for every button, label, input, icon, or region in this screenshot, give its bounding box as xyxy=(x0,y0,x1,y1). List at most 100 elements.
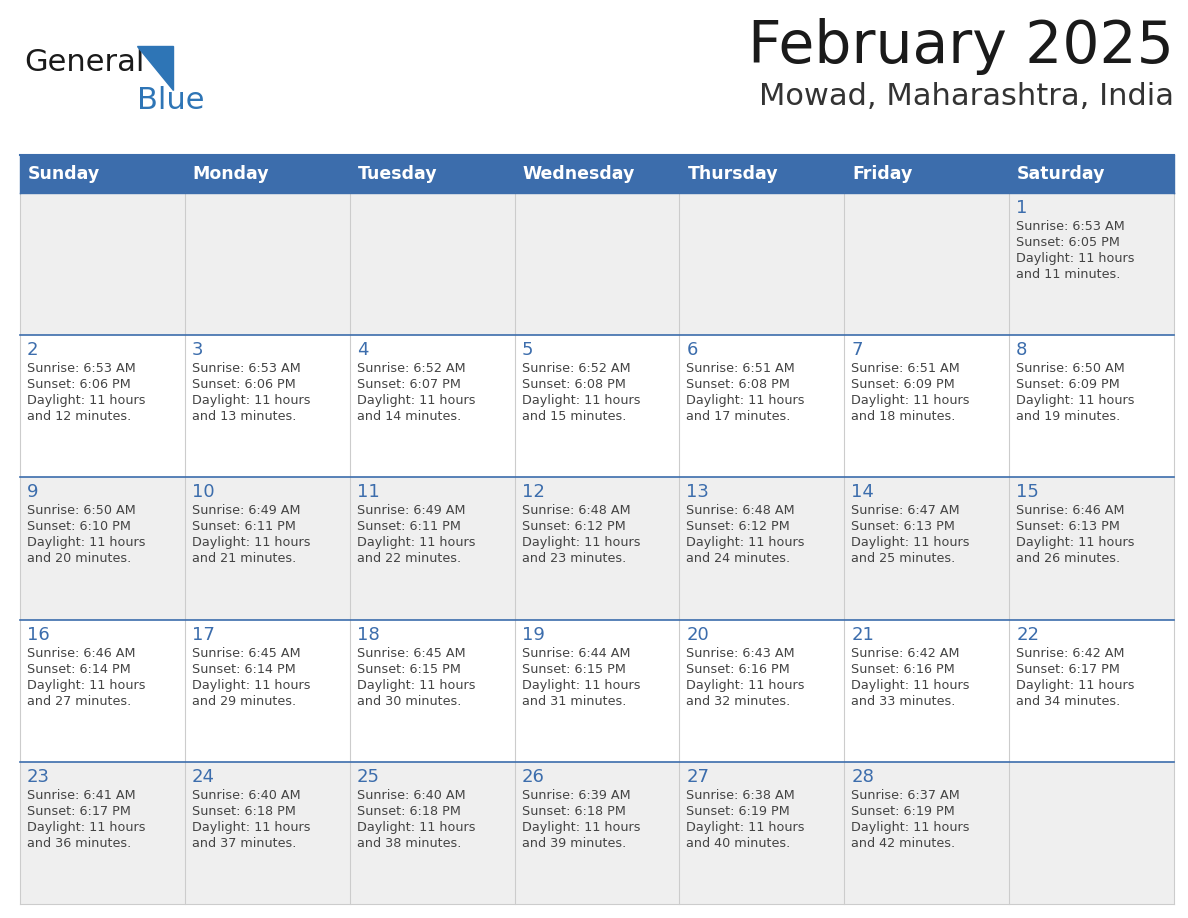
Text: and 18 minutes.: and 18 minutes. xyxy=(852,410,955,423)
Text: Sunrise: 6:51 AM: Sunrise: 6:51 AM xyxy=(687,363,795,375)
Text: Sunrise: 6:39 AM: Sunrise: 6:39 AM xyxy=(522,789,630,801)
Text: Sunrise: 6:40 AM: Sunrise: 6:40 AM xyxy=(356,789,466,801)
Text: Sunrise: 6:45 AM: Sunrise: 6:45 AM xyxy=(191,646,301,660)
Text: Daylight: 11 hours: Daylight: 11 hours xyxy=(356,394,475,408)
Text: Daylight: 11 hours: Daylight: 11 hours xyxy=(522,536,640,549)
FancyBboxPatch shape xyxy=(20,477,1174,620)
Text: 8: 8 xyxy=(1016,341,1028,359)
Text: Sunset: 6:06 PM: Sunset: 6:06 PM xyxy=(191,378,296,391)
Text: Sunset: 6:18 PM: Sunset: 6:18 PM xyxy=(356,805,461,818)
Text: Sunrise: 6:37 AM: Sunrise: 6:37 AM xyxy=(852,789,960,801)
Text: Sunset: 6:09 PM: Sunset: 6:09 PM xyxy=(1016,378,1120,391)
Text: Daylight: 11 hours: Daylight: 11 hours xyxy=(852,821,969,834)
Text: Sunrise: 6:41 AM: Sunrise: 6:41 AM xyxy=(27,789,135,801)
Text: Friday: Friday xyxy=(852,165,912,183)
FancyBboxPatch shape xyxy=(20,193,1174,335)
Text: Daylight: 11 hours: Daylight: 11 hours xyxy=(191,678,310,691)
Text: Daylight: 11 hours: Daylight: 11 hours xyxy=(191,394,310,408)
Text: Sunrise: 6:50 AM: Sunrise: 6:50 AM xyxy=(27,504,135,518)
Text: and 30 minutes.: and 30 minutes. xyxy=(356,695,461,708)
Text: Daylight: 11 hours: Daylight: 11 hours xyxy=(1016,394,1135,408)
Text: Daylight: 11 hours: Daylight: 11 hours xyxy=(356,678,475,691)
Text: Sunset: 6:17 PM: Sunset: 6:17 PM xyxy=(1016,663,1120,676)
Text: Daylight: 11 hours: Daylight: 11 hours xyxy=(356,821,475,834)
Text: 15: 15 xyxy=(1016,484,1040,501)
FancyBboxPatch shape xyxy=(514,155,680,193)
Text: and 25 minutes.: and 25 minutes. xyxy=(852,553,955,565)
Text: Sunrise: 6:46 AM: Sunrise: 6:46 AM xyxy=(27,646,135,660)
Text: 16: 16 xyxy=(27,625,50,644)
Text: Sunrise: 6:52 AM: Sunrise: 6:52 AM xyxy=(356,363,466,375)
Text: February 2025: February 2025 xyxy=(748,18,1174,75)
Text: 1: 1 xyxy=(1016,199,1028,217)
Text: Daylight: 11 hours: Daylight: 11 hours xyxy=(1016,252,1135,265)
Text: 11: 11 xyxy=(356,484,379,501)
Text: Sunday: Sunday xyxy=(29,165,100,183)
Text: and 26 minutes.: and 26 minutes. xyxy=(1016,553,1120,565)
Text: Sunrise: 6:51 AM: Sunrise: 6:51 AM xyxy=(852,363,960,375)
Text: Sunset: 6:18 PM: Sunset: 6:18 PM xyxy=(522,805,625,818)
Text: Daylight: 11 hours: Daylight: 11 hours xyxy=(522,821,640,834)
Text: Sunrise: 6:53 AM: Sunrise: 6:53 AM xyxy=(191,363,301,375)
Text: 26: 26 xyxy=(522,767,544,786)
Text: Sunrise: 6:49 AM: Sunrise: 6:49 AM xyxy=(191,504,301,518)
Text: Sunset: 6:10 PM: Sunset: 6:10 PM xyxy=(27,521,131,533)
FancyBboxPatch shape xyxy=(20,620,1174,762)
Text: and 33 minutes.: and 33 minutes. xyxy=(852,695,955,708)
Text: Blue: Blue xyxy=(137,86,204,115)
Text: Daylight: 11 hours: Daylight: 11 hours xyxy=(1016,678,1135,691)
Text: Daylight: 11 hours: Daylight: 11 hours xyxy=(522,394,640,408)
Text: and 37 minutes.: and 37 minutes. xyxy=(191,837,296,850)
Text: Sunset: 6:06 PM: Sunset: 6:06 PM xyxy=(27,378,131,391)
Text: Daylight: 11 hours: Daylight: 11 hours xyxy=(687,678,805,691)
FancyBboxPatch shape xyxy=(20,155,185,193)
Text: and 11 minutes.: and 11 minutes. xyxy=(1016,268,1120,281)
Text: Sunrise: 6:38 AM: Sunrise: 6:38 AM xyxy=(687,789,795,801)
Text: Sunset: 6:14 PM: Sunset: 6:14 PM xyxy=(27,663,131,676)
Text: Sunset: 6:13 PM: Sunset: 6:13 PM xyxy=(852,521,955,533)
Text: 22: 22 xyxy=(1016,625,1040,644)
Text: Sunset: 6:14 PM: Sunset: 6:14 PM xyxy=(191,663,296,676)
FancyBboxPatch shape xyxy=(20,762,1174,904)
Text: 20: 20 xyxy=(687,625,709,644)
Text: Sunrise: 6:42 AM: Sunrise: 6:42 AM xyxy=(852,646,960,660)
Text: Daylight: 11 hours: Daylight: 11 hours xyxy=(191,536,310,549)
Text: and 27 minutes.: and 27 minutes. xyxy=(27,695,131,708)
Text: Sunrise: 6:42 AM: Sunrise: 6:42 AM xyxy=(1016,646,1125,660)
Text: and 31 minutes.: and 31 minutes. xyxy=(522,695,626,708)
Text: Daylight: 11 hours: Daylight: 11 hours xyxy=(191,821,310,834)
Text: 12: 12 xyxy=(522,484,544,501)
Text: and 15 minutes.: and 15 minutes. xyxy=(522,410,626,423)
Text: and 22 minutes.: and 22 minutes. xyxy=(356,553,461,565)
Text: 23: 23 xyxy=(27,767,50,786)
Text: Mowad, Maharashtra, India: Mowad, Maharashtra, India xyxy=(759,82,1174,111)
Text: Sunrise: 6:43 AM: Sunrise: 6:43 AM xyxy=(687,646,795,660)
Text: Sunset: 6:13 PM: Sunset: 6:13 PM xyxy=(1016,521,1120,533)
Text: and 40 minutes.: and 40 minutes. xyxy=(687,837,791,850)
Text: 6: 6 xyxy=(687,341,697,359)
Text: 10: 10 xyxy=(191,484,215,501)
Text: and 24 minutes.: and 24 minutes. xyxy=(687,553,790,565)
Text: Daylight: 11 hours: Daylight: 11 hours xyxy=(1016,536,1135,549)
Text: 18: 18 xyxy=(356,625,379,644)
Text: Daylight: 11 hours: Daylight: 11 hours xyxy=(356,536,475,549)
Text: Sunrise: 6:53 AM: Sunrise: 6:53 AM xyxy=(1016,220,1125,233)
Text: 14: 14 xyxy=(852,484,874,501)
Text: Sunset: 6:15 PM: Sunset: 6:15 PM xyxy=(356,663,461,676)
Text: 3: 3 xyxy=(191,341,203,359)
Text: Daylight: 11 hours: Daylight: 11 hours xyxy=(27,536,145,549)
Text: 17: 17 xyxy=(191,625,215,644)
Text: Sunset: 6:16 PM: Sunset: 6:16 PM xyxy=(687,663,790,676)
FancyBboxPatch shape xyxy=(20,335,1174,477)
Text: Sunrise: 6:45 AM: Sunrise: 6:45 AM xyxy=(356,646,466,660)
Text: Sunset: 6:17 PM: Sunset: 6:17 PM xyxy=(27,805,131,818)
Text: Sunrise: 6:46 AM: Sunrise: 6:46 AM xyxy=(1016,504,1125,518)
Text: Sunrise: 6:47 AM: Sunrise: 6:47 AM xyxy=(852,504,960,518)
Text: 5: 5 xyxy=(522,341,533,359)
Text: Sunset: 6:05 PM: Sunset: 6:05 PM xyxy=(1016,236,1120,249)
FancyBboxPatch shape xyxy=(349,155,514,193)
Text: and 21 minutes.: and 21 minutes. xyxy=(191,553,296,565)
Text: Sunrise: 6:53 AM: Sunrise: 6:53 AM xyxy=(27,363,135,375)
Text: Daylight: 11 hours: Daylight: 11 hours xyxy=(27,821,145,834)
Text: Monday: Monday xyxy=(192,165,270,183)
